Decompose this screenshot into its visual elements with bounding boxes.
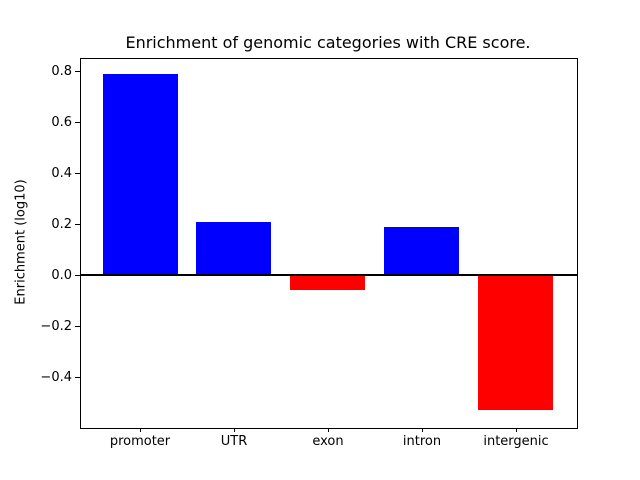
y-tick [75,275,80,276]
x-tick-label-UTR: UTR [220,434,248,449]
bar-UTR [196,222,271,276]
y-tick-label: 0.0 [51,268,72,283]
y-tick [75,173,80,174]
y-tick [75,122,80,123]
x-tick-label-exon: exon [312,434,344,449]
bar-intergenic [478,275,553,410]
chart-title: Enrichment of genomic categories with CR… [125,33,531,52]
x-tick-label-intron: intron [402,434,442,449]
bar-exon [290,275,365,290]
bar-intron [384,227,459,275]
y-axis-label: Enrichment (log10) [13,179,29,305]
y-tick [75,377,80,378]
y-tick-label: −0.4 [40,370,72,385]
y-tick-label: 0.2 [51,217,72,232]
x-tick [422,428,423,432]
y-tick [75,224,80,225]
x-tick [140,428,141,432]
y-tick-label: −0.2 [40,319,72,334]
y-tick [75,71,80,72]
y-tick-label: 0.6 [51,115,72,130]
bar-promoter [103,74,178,275]
x-tick [328,428,329,432]
x-tick-label-promoter: promoter [109,434,171,449]
y-tick-label: 0.4 [51,166,72,181]
zero-line [80,274,577,276]
y-tick [75,326,80,327]
x-tick [234,428,235,432]
y-tick-label: 0.8 [51,64,72,79]
x-tick-label-intergenic: intergenic [483,434,549,449]
x-tick [516,428,517,432]
